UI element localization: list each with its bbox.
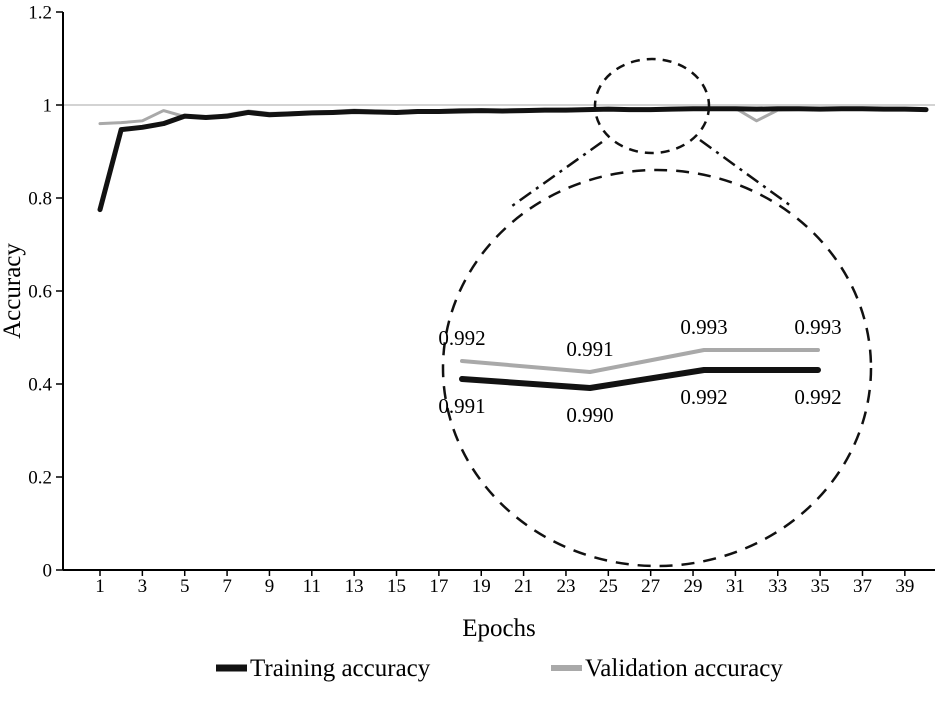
x-tick-group: 1 3 5 7 9 11 13 15 17 19 21 23 25 27 29 31 33 35 37 39 [95, 570, 914, 597]
validation-legend-label: Validation accuracy [585, 655, 783, 682]
zoom-magnified-circle [441, 168, 873, 568]
zoom-connector-right [699, 138, 792, 208]
x-tick-label: 1 [95, 576, 105, 597]
y-axis-title: Accuracy [0, 243, 26, 339]
x-tick-label: 21 [514, 576, 533, 597]
x-tick-label: 39 [895, 576, 914, 597]
x-tick-label: 23 [556, 576, 575, 597]
axes [62, 12, 935, 571]
x-tick-label: 19 [472, 576, 491, 597]
inset-validation-value-label: 0.993 [680, 315, 727, 339]
inset-training-value-label: 0.992 [794, 385, 841, 409]
inset-training-line [459, 367, 821, 391]
y-tick-label: 0 [43, 561, 53, 582]
y-tick-label: 0.8 [28, 189, 52, 210]
inset-validation-line [460, 348, 820, 374]
legend: Training accuracy Validation accuracy [216, 655, 783, 682]
zoom-source-circle [593, 57, 711, 155]
x-tick-label: 15 [387, 576, 406, 597]
training-accuracy-line [97, 106, 929, 213]
x-tick-label: 9 [265, 576, 275, 597]
x-tick-label: 35 [811, 576, 830, 597]
x-tick-label: 27 [641, 576, 660, 597]
training-legend-label: Training accuracy [250, 655, 431, 682]
inset-validation-value-label: 0.991 [566, 337, 613, 361]
x-tick-label: 31 [726, 576, 745, 597]
inset-validation-value-label: 0.993 [794, 315, 841, 339]
x-tick-label: 5 [180, 576, 190, 597]
x-tick-label: 3 [138, 576, 148, 597]
y-tick-label: 0.2 [28, 468, 52, 489]
y-tick-group: 0 0.2 0.4 0.6 0.8 1 1.2 [28, 3, 63, 582]
series-lines [97, 106, 929, 213]
x-tick-label: 37 [853, 576, 872, 597]
x-tick-label: 17 [429, 576, 448, 597]
zoom-connector-left [511, 140, 603, 208]
x-tick-label: 29 [684, 576, 703, 597]
y-tick-label: 1 [43, 96, 53, 117]
inset-validation-value-label: 0.992 [438, 326, 485, 350]
x-tick-label: 25 [599, 576, 618, 597]
inset-training-value-label: 0.991 [438, 394, 485, 418]
x-tick-label: 7 [222, 576, 232, 597]
x-tick-label: 11 [303, 576, 321, 597]
x-tick-label: 13 [345, 576, 364, 597]
inset-training-value-label: 0.992 [680, 385, 727, 409]
y-tick-label: 1.2 [28, 3, 52, 24]
x-tick-label: 33 [768, 576, 787, 597]
inset-training-value-label: 0.990 [566, 403, 613, 427]
zoom-inset: 0.992 0.991 0.993 0.993 0.991 0.990 0.992 0.992 [438, 57, 873, 568]
zoom-inset-content: 0.992 0.991 0.993 0.993 0.991 0.990 0.992 0.992 [438, 315, 841, 427]
x-axis-title: Epochs [462, 615, 536, 642]
y-tick-label: 0.6 [28, 282, 52, 303]
y-tick-label: 0.4 [28, 375, 52, 396]
